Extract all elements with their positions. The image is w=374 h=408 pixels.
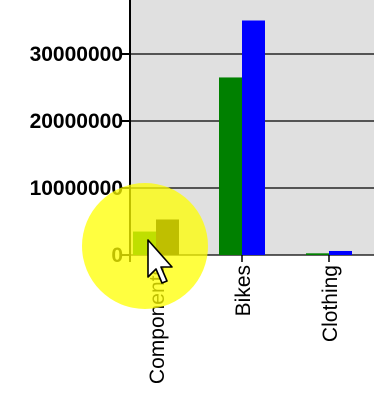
x-tick-label: Bikes <box>232 265 255 316</box>
cursor-highlight <box>82 183 208 309</box>
x-tick-label: Clothing <box>319 265 342 342</box>
y-tick-label: 30000000 <box>30 43 123 66</box>
arrow-pointer-icon <box>147 239 173 284</box>
y-tick-label: 20000000 <box>30 110 123 133</box>
y-tick-labels: 0100000002000000030000000 <box>30 43 123 267</box>
bar <box>306 253 329 255</box>
bar <box>242 20 265 255</box>
bar <box>329 250 352 255</box>
y-tick-label: 10000000 <box>30 177 123 200</box>
bar <box>219 77 242 255</box>
